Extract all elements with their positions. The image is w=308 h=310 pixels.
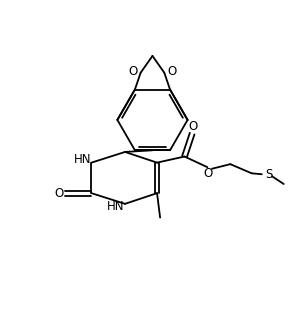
Text: O: O [54,187,63,200]
Text: O: O [128,65,138,78]
Text: O: O [188,120,197,133]
Text: HN: HN [107,200,125,213]
Text: HN: HN [74,153,91,166]
Text: O: O [203,167,213,180]
Text: S: S [265,168,273,181]
Text: O: O [167,65,176,78]
